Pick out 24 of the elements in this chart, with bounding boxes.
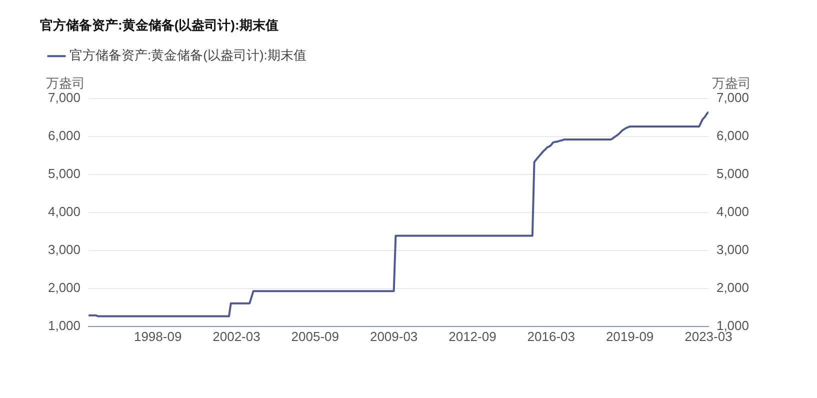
x-tick-label: 2005-09 xyxy=(291,328,340,344)
chart-title: 官方储备资产:黄金储备(以盎司计):期末值 xyxy=(40,17,278,32)
x-tick-label: 2019-09 xyxy=(606,328,654,344)
y-tick-label: 4,000 xyxy=(48,204,81,220)
y-tick-label: 2,000 xyxy=(48,280,81,296)
y2-tick-label: 7,000 xyxy=(716,90,750,106)
y2-tick-label: 4,000 xyxy=(716,204,750,220)
x-tick-label: 2002-03 xyxy=(212,328,260,344)
y-axis-title: 万盎司 xyxy=(46,76,85,91)
y2-tick-label: 5,000 xyxy=(716,166,750,182)
y2-axis-title: 万盎司 xyxy=(712,76,751,91)
y-tick-label: 6,000 xyxy=(48,128,81,144)
x-tick-label: 2016-03 xyxy=(527,328,575,344)
legend-label: 官方储备资产:黄金储备(以盎司计):期末值 xyxy=(70,48,306,63)
y2-tick-label: 6,000 xyxy=(716,128,750,144)
x-tick-label: 1998-09 xyxy=(134,328,182,344)
y-tick-label: 7,000 xyxy=(48,90,81,106)
x-tick-label: 2009-03 xyxy=(370,328,418,344)
y-tick-label: 1,000 xyxy=(48,318,81,333)
y2-tick-label: 2,000 xyxy=(716,280,750,296)
y-tick-label: 3,000 xyxy=(48,242,81,258)
x-tick-label: 2012-09 xyxy=(448,328,496,344)
y-tick-label: 5,000 xyxy=(48,166,81,182)
y2-tick-label: 3,000 xyxy=(716,242,750,258)
